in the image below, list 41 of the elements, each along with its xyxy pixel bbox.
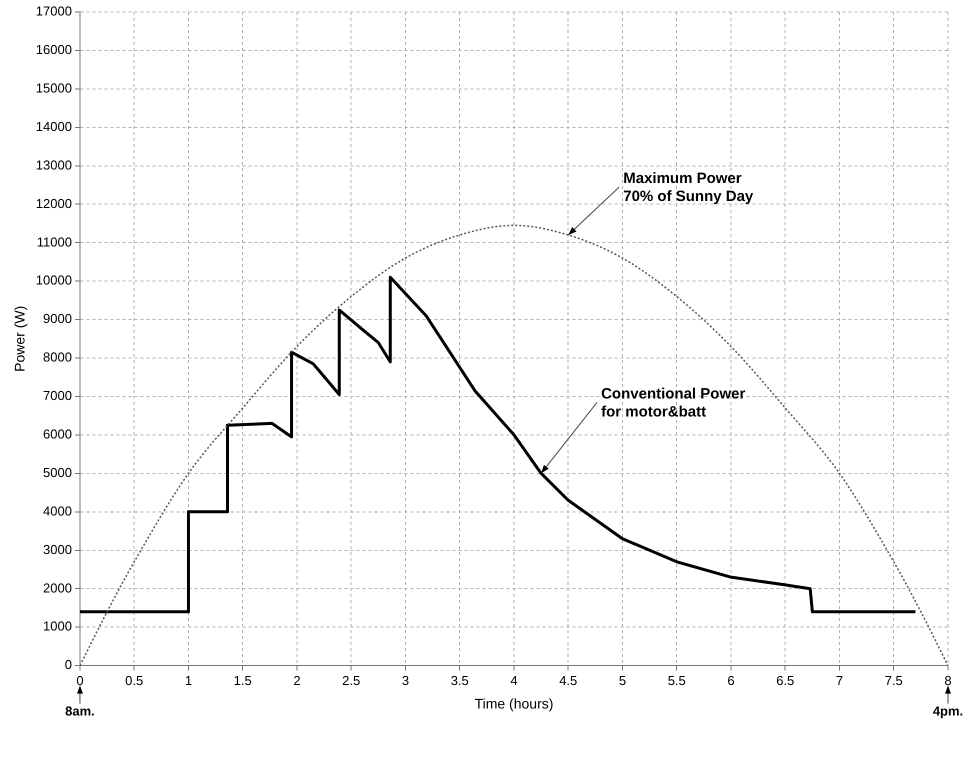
x-tick-label: 7.5 [884, 672, 903, 688]
x-tick-label: 6 [727, 672, 735, 688]
y-tick-label: 5000 [43, 464, 72, 480]
x-tick-label: 2.5 [342, 672, 360, 688]
x-tick-label: 1 [184, 672, 192, 688]
x-tick-label: 7 [836, 672, 844, 688]
x-tick-label: 8 [944, 672, 952, 688]
x-tick-label: 3 [402, 672, 410, 688]
y-tick-label: 4000 [43, 503, 72, 518]
y-tick-label: 16000 [36, 42, 72, 58]
x-tick-label: 2 [293, 672, 301, 688]
x-tick-label: 5.5 [668, 672, 686, 688]
y-tick-label: 9000 [43, 311, 72, 326]
y-tick-label: 0 [64, 657, 72, 672]
y-tick-label: 2000 [43, 580, 72, 596]
x-tick-label: 1.5 [234, 672, 252, 688]
y-tick-label: 6000 [43, 426, 72, 442]
x-tick-label: 5 [618, 672, 626, 688]
x-tick-label: 4.5 [559, 672, 578, 688]
y-tick-label: 15000 [36, 80, 72, 96]
y-tick-label: 10000 [36, 272, 72, 288]
annotation: 8am. [65, 704, 95, 719]
y-tick-label: 14000 [36, 118, 72, 134]
x-tick-label: 0.5 [125, 672, 144, 688]
y-tick-label: 12000 [36, 196, 72, 211]
y-tick-label: 3000 [43, 542, 72, 557]
y-tick-label: 1000 [43, 618, 72, 634]
annotation: Conventional Power for motor&batt [601, 385, 746, 420]
y-tick-label: 11000 [36, 234, 72, 250]
x-axis-title: Time (hours) [474, 695, 554, 712]
y-tick-label: 7000 [43, 388, 72, 404]
x-tick-label: 0 [76, 672, 84, 688]
annotation: 4pm. [932, 704, 964, 719]
annotation: Maximum Power 70% of Sunny Day [623, 170, 754, 205]
y-tick-label: 8000 [43, 350, 72, 365]
x-tick-label: 6.5 [776, 672, 794, 688]
y-tick-label: 13000 [36, 157, 72, 172]
y-axis-title: Power (W) [11, 306, 28, 372]
x-tick-label: 3.5 [450, 672, 469, 688]
x-tick-label: 4 [510, 672, 518, 688]
y-tick-label: 17000 [36, 4, 72, 19]
